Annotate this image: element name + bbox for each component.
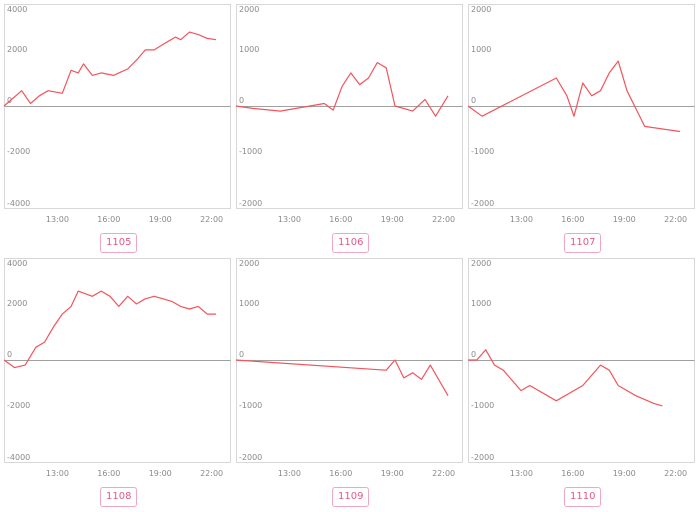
x-tick-label: 13:00 <box>510 215 533 224</box>
series-line <box>3 31 217 107</box>
x-tick-label: 22:00 <box>664 469 687 478</box>
chart-panel-1109: 2000 1000 0 -1000 -2000 13:00 16:00 19:00 22:00 1… <box>235 258 466 512</box>
chart-label-badge[interactable]: 1110 <box>564 487 602 507</box>
y-tick-label: 2000 <box>471 259 491 268</box>
x-tick-label: 16:00 <box>97 215 120 224</box>
y-tick-label: -4000 <box>7 199 30 208</box>
y-tick-label: 0 <box>239 350 244 359</box>
x-tick-label: 16:00 <box>561 469 584 478</box>
chart-panel-1105: 4000 2000 0 -2000 -4000 13:00 16:00 19:00 22:00 1… <box>3 4 234 258</box>
x-tick-label: 22:00 <box>432 215 455 224</box>
y-tick-label: 4000 <box>7 259 27 268</box>
x-tick-label: 22:00 <box>200 215 223 224</box>
chart-svg: 4000 2000 0 -2000 -4000 13:00 16:00 19:00 22:00 <box>3 258 231 478</box>
chart-panel-1107: 2000 1000 0 -1000 -2000 13:00 16:00 19:00 22:00 1… <box>467 4 698 258</box>
x-tick-label: 19:00 <box>149 215 172 224</box>
series-line <box>235 61 449 117</box>
chart-svg: 2000 1000 0 -1000 -2000 13:00 16:00 19:00 22:00 <box>467 4 695 224</box>
series-line <box>468 349 663 407</box>
y-tick-label: -1000 <box>471 401 494 410</box>
y-tick-label: 0 <box>471 350 476 359</box>
y-tick-label: 4000 <box>7 5 27 14</box>
chart-svg: 2000 1000 0 -1000 -2000 13:00 16:00 19:00 22:00 <box>468 258 695 478</box>
chart-panel-1110: 2000 1000 0 -1000 -2000 13:00 16:00 19:00 22:00 1… <box>468 258 698 512</box>
y-tick-label: 0 <box>471 96 476 105</box>
chart-label-badge[interactable]: 1109 <box>332 487 370 507</box>
y-tick-label: 2000 <box>471 5 491 14</box>
y-tick-label: -1000 <box>471 147 494 156</box>
x-tick-label: 16:00 <box>561 215 584 224</box>
x-tick-label: 19:00 <box>613 469 636 478</box>
y-tick-label: 2000 <box>7 299 27 308</box>
y-tick-label: 2000 <box>239 5 259 14</box>
y-tick-label: 0 <box>7 350 12 359</box>
y-tick-label: -1000 <box>239 401 262 410</box>
y-tick-label: 2000 <box>239 259 259 268</box>
x-tick-label: 13:00 <box>46 215 69 224</box>
chart-label-badge[interactable]: 1108 <box>100 487 138 507</box>
x-tick-label: 13:00 <box>278 215 301 224</box>
y-tick-label: 0 <box>239 96 244 105</box>
chart-svg: 2000 1000 0 -1000 -2000 13:00 16:00 19:00 22:00 <box>235 258 463 478</box>
x-tick-label: 22:00 <box>432 469 455 478</box>
x-tick-label: 19:00 <box>613 215 636 224</box>
x-tick-label: 22:00 <box>664 215 687 224</box>
chart-panel-1108: 4000 2000 0 -2000 -4000 13:00 16:00 19:00 22:00 1… <box>3 258 234 512</box>
chart-label-badge[interactable]: 1107 <box>564 233 602 253</box>
x-tick-label: 19:00 <box>149 469 172 478</box>
y-tick-label: -2000 <box>239 199 262 208</box>
y-tick-label: 2000 <box>7 45 27 54</box>
y-tick-label: -2000 <box>7 401 30 410</box>
series-line <box>3 290 216 369</box>
series-line <box>467 60 681 133</box>
x-tick-label: 22:00 <box>200 469 223 478</box>
series-line <box>235 359 449 397</box>
chart-label-badge[interactable]: 1106 <box>332 233 370 253</box>
y-tick-label: 1000 <box>239 45 259 54</box>
y-tick-label: -1000 <box>239 147 262 156</box>
y-tick-label: -2000 <box>471 199 494 208</box>
x-tick-label: 13:00 <box>46 469 69 478</box>
y-tick-label: -2000 <box>7 147 30 156</box>
x-tick-label: 19:00 <box>381 215 404 224</box>
y-tick-label: 1000 <box>239 299 259 308</box>
x-tick-label: 16:00 <box>329 469 352 478</box>
y-tick-label: -4000 <box>7 453 30 462</box>
y-tick-label: 1000 <box>471 45 491 54</box>
x-tick-label: 16:00 <box>329 215 352 224</box>
x-tick-label: 16:00 <box>97 469 120 478</box>
chart-panel-1106: 2000 1000 0 -1000 -2000 13:00 16:00 19:00 22:00 1… <box>235 4 466 258</box>
y-tick-label: -2000 <box>239 453 262 462</box>
y-tick-label: 1000 <box>471 299 491 308</box>
chart-label-badge[interactable]: 1105 <box>100 233 138 253</box>
y-tick-label: -2000 <box>471 453 494 462</box>
chart-svg: 2000 1000 0 -1000 -2000 13:00 16:00 19:00 22:00 <box>235 4 463 224</box>
x-tick-label: 19:00 <box>381 469 404 478</box>
x-tick-label: 13:00 <box>278 469 301 478</box>
x-tick-label: 13:00 <box>510 469 533 478</box>
